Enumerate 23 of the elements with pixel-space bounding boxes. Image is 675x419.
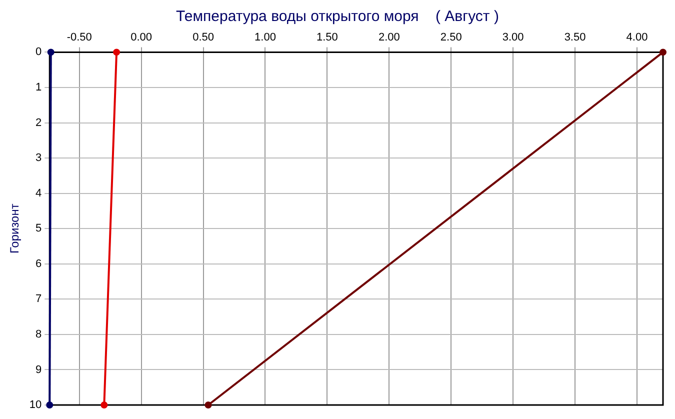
y-tick-label: 3	[36, 152, 42, 164]
x-tick-label: 1.00	[254, 32, 276, 44]
y-tick-label: 5	[36, 222, 42, 235]
y-tick-label: 6	[36, 258, 42, 270]
x-tick-label: -0.50	[66, 32, 92, 44]
x-tick-label: 0.50	[192, 32, 214, 44]
y-tick-label: 10	[29, 399, 42, 412]
x-tick-label: 2.50	[440, 32, 462, 44]
x-tick-label: 3.00	[502, 32, 524, 44]
x-tick-label: 2.00	[378, 32, 400, 44]
x-tick-label: 0.00	[130, 32, 152, 44]
y-tick-label: 7	[36, 293, 42, 306]
x-tick-label: 4.00	[626, 32, 648, 44]
y-tick-label: 1	[36, 82, 42, 94]
y-tick-label: 4	[36, 187, 42, 200]
y-tick-label: 0	[36, 46, 42, 58]
y-tick-label: 9	[36, 364, 42, 376]
x-tick-label: 3.50	[564, 32, 586, 44]
chart-title: Температура воды открытого моря ( Август )	[175, 8, 500, 25]
y-tick-label: 2	[36, 116, 42, 129]
x-tick-label: 1.50	[316, 32, 338, 44]
y-tick-label: 8	[36, 328, 42, 340]
y-axis-title: Горизонт	[8, 203, 22, 254]
